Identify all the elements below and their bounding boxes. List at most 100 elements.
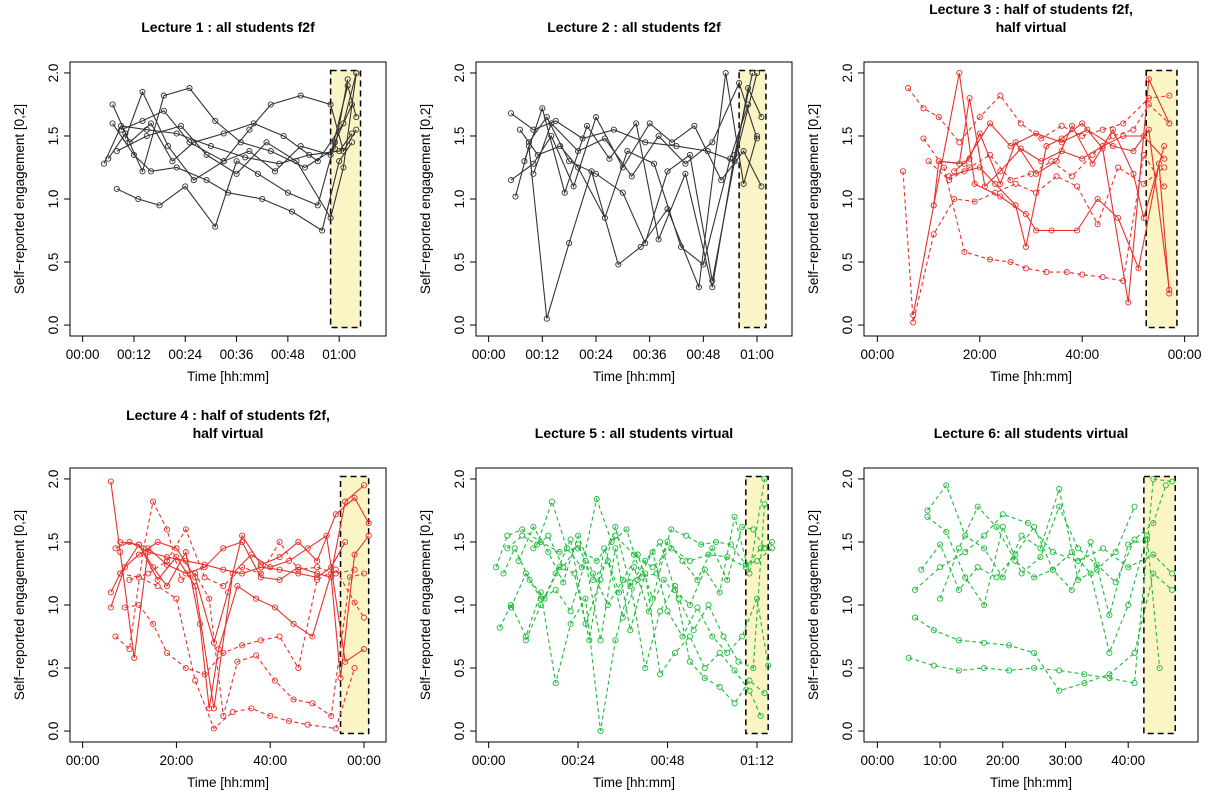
data-point: [961, 248, 968, 255]
data-point: [1074, 557, 1082, 564]
data-point: [314, 557, 321, 564]
data-point: [601, 214, 608, 221]
data-point: [709, 633, 716, 640]
data-point: [332, 511, 339, 518]
data-point: [257, 637, 264, 644]
data-point: [731, 513, 738, 520]
data-point: [761, 475, 768, 483]
data-point: [943, 482, 950, 489]
data-point: [757, 712, 764, 719]
series-line: [532, 81, 758, 178]
series-2: [512, 69, 761, 322]
y-tick-label: 0.5: [46, 253, 61, 272]
data-point: [1150, 551, 1157, 558]
data-point: [1125, 541, 1132, 548]
data-point: [135, 541, 142, 548]
data-point: [1125, 564, 1132, 571]
data-point: [147, 168, 155, 175]
data-point: [630, 564, 638, 571]
data-point: [328, 712, 335, 719]
data-point: [1135, 265, 1142, 272]
data-point: [332, 570, 339, 577]
data-point: [135, 195, 142, 203]
data-point: [956, 139, 963, 146]
data-point: [135, 601, 142, 609]
series-line: [914, 572, 1173, 692]
data-point: [107, 478, 114, 485]
data-point: [1131, 536, 1138, 543]
data-point: [694, 604, 701, 611]
series-line: [923, 138, 1165, 282]
data-point: [1007, 258, 1014, 266]
series-line: [914, 513, 1173, 591]
data-point: [946, 177, 953, 184]
data-point: [637, 243, 644, 250]
data-point: [709, 139, 716, 146]
data-point: [254, 170, 261, 177]
data-point: [1043, 269, 1050, 276]
y-tick-label: 2.0: [452, 64, 467, 83]
series-line: [506, 497, 773, 578]
data-point: [186, 85, 193, 92]
series-line: [519, 104, 749, 266]
series-4: [504, 496, 775, 581]
highlight-region: [745, 475, 769, 735]
data-point: [642, 557, 649, 564]
data-point: [671, 586, 679, 593]
data-point: [284, 189, 291, 196]
data-point: [1033, 189, 1040, 196]
data-point: [709, 284, 716, 291]
data-point: [1130, 148, 1137, 155]
data-point: [160, 107, 167, 114]
data-point: [604, 601, 611, 609]
series-6: [905, 85, 1173, 146]
data-point: [1169, 570, 1176, 577]
data-point: [149, 498, 157, 505]
data-point: [537, 589, 544, 596]
data-point: [694, 576, 701, 583]
data-point: [1120, 277, 1127, 284]
data-point: [649, 595, 656, 602]
data-point: [1031, 664, 1038, 672]
data-point: [220, 712, 227, 719]
data-point: [353, 69, 360, 77]
data-point: [615, 261, 622, 268]
data-point: [724, 576, 731, 583]
data-point: [579, 135, 586, 142]
data-point: [295, 566, 302, 573]
y-axis-label: Self−reported engagement [0,2]: [12, 510, 27, 700]
data-point: [113, 148, 120, 155]
data-point: [220, 649, 227, 656]
data-point: [173, 554, 180, 561]
series-8: [117, 570, 358, 732]
data-point: [314, 576, 321, 583]
data-point: [1007, 177, 1014, 184]
y-axis-label: Self−reported engagement [0,2]: [806, 104, 821, 294]
data-point: [1109, 143, 1116, 150]
data-point: [548, 120, 555, 127]
data-point: [173, 545, 180, 552]
data-point: [224, 189, 232, 196]
data-point: [126, 646, 133, 653]
data-point: [1161, 164, 1168, 171]
data-point: [173, 130, 180, 137]
data-point: [1074, 576, 1082, 583]
series-5: [117, 532, 368, 712]
x-tick-label: 01:00: [322, 347, 356, 362]
y-tick-label: 0.0: [46, 316, 61, 335]
data-point: [306, 151, 313, 158]
data-point: [276, 633, 283, 640]
y-tick-label: 1.0: [46, 596, 61, 615]
series-8: [113, 69, 360, 221]
data-point: [1093, 561, 1100, 568]
data-point: [1017, 120, 1024, 127]
data-point: [1089, 151, 1096, 158]
data-point: [673, 143, 680, 150]
data-point: [575, 532, 582, 539]
data-point: [1031, 523, 1038, 530]
data-point: [253, 595, 260, 602]
data-point: [276, 160, 283, 167]
data-point: [911, 614, 919, 621]
data-point: [340, 164, 347, 171]
x-axis-label: Time [hh:mm]: [593, 369, 675, 384]
